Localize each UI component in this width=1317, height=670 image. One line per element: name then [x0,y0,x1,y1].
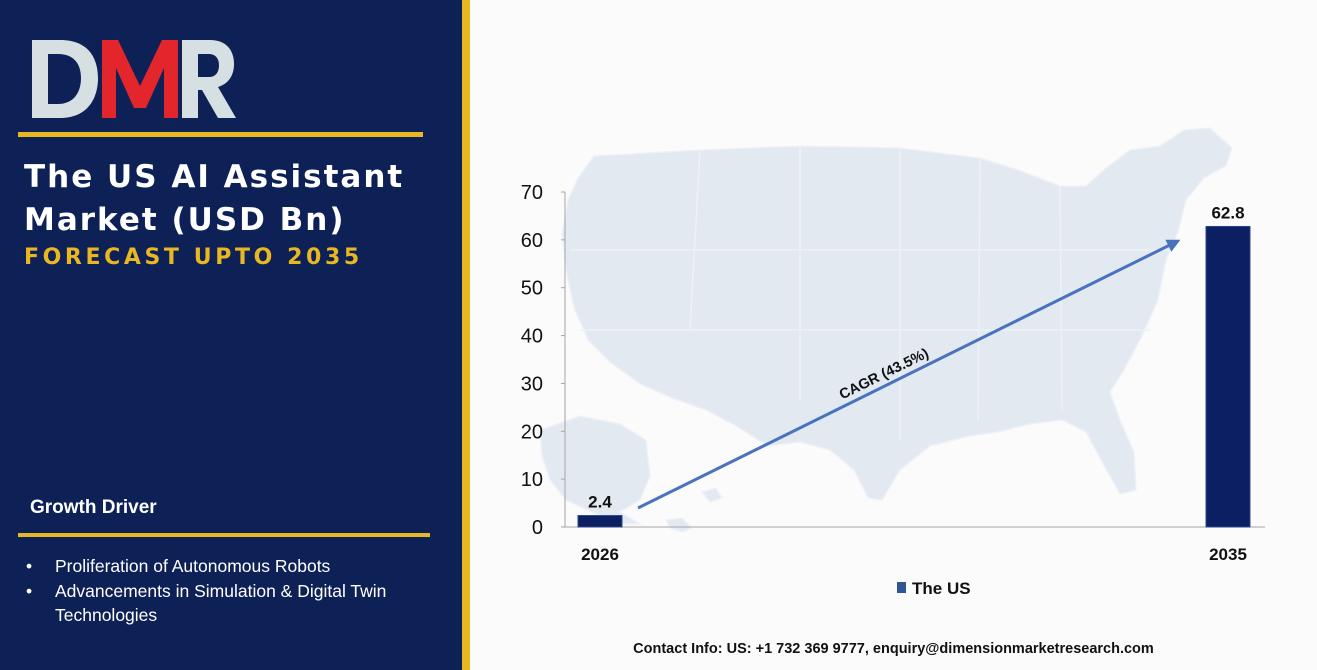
growth-driver-divider [18,533,430,537]
growth-driver-heading: Growth Driver [30,497,157,518]
y-tick-label: 20 [521,421,543,443]
page-title: The US AI Assistant Market (USD Bn) [24,159,405,238]
y-tick-label: 60 [521,230,543,252]
x-tick-label: 2035 [1209,545,1247,564]
data-label: 62.8 [1211,203,1244,222]
dmr-logo [32,40,236,118]
list-item: Proliferation of Autonomous Robots [26,554,446,579]
bar [1205,225,1251,528]
legend-label: The US [912,579,971,598]
y-tick-label: 40 [521,326,543,348]
bar [577,515,623,528]
us-map-watermark [539,127,1233,533]
growth-driver-list: Proliferation of Autonomous Robots Advan… [26,554,446,628]
data-label: 2.4 [588,493,612,512]
y-tick-label: 10 [521,469,543,491]
y-tick-label: 30 [521,373,543,395]
left-panel: The US AI Assistant Market (USD Bn) FORE… [0,0,462,670]
cagr-arrow [637,239,1181,510]
y-tick-label: 70 [521,182,543,204]
panel-edge-bar [462,0,470,670]
contact-info: Contact Info: US: +1 732 369 9777, enqui… [633,641,1154,657]
y-tick-label: 50 [521,278,543,300]
y-tick-label: 0 [532,517,543,539]
x-tick-label: 2026 [581,545,619,564]
page-subtitle: FORECAST UPTO 2035 [24,245,363,270]
legend-swatch [897,582,906,593]
list-item: Advancements in Simulation & Digital Twi… [26,579,446,628]
title-divider [18,132,423,137]
